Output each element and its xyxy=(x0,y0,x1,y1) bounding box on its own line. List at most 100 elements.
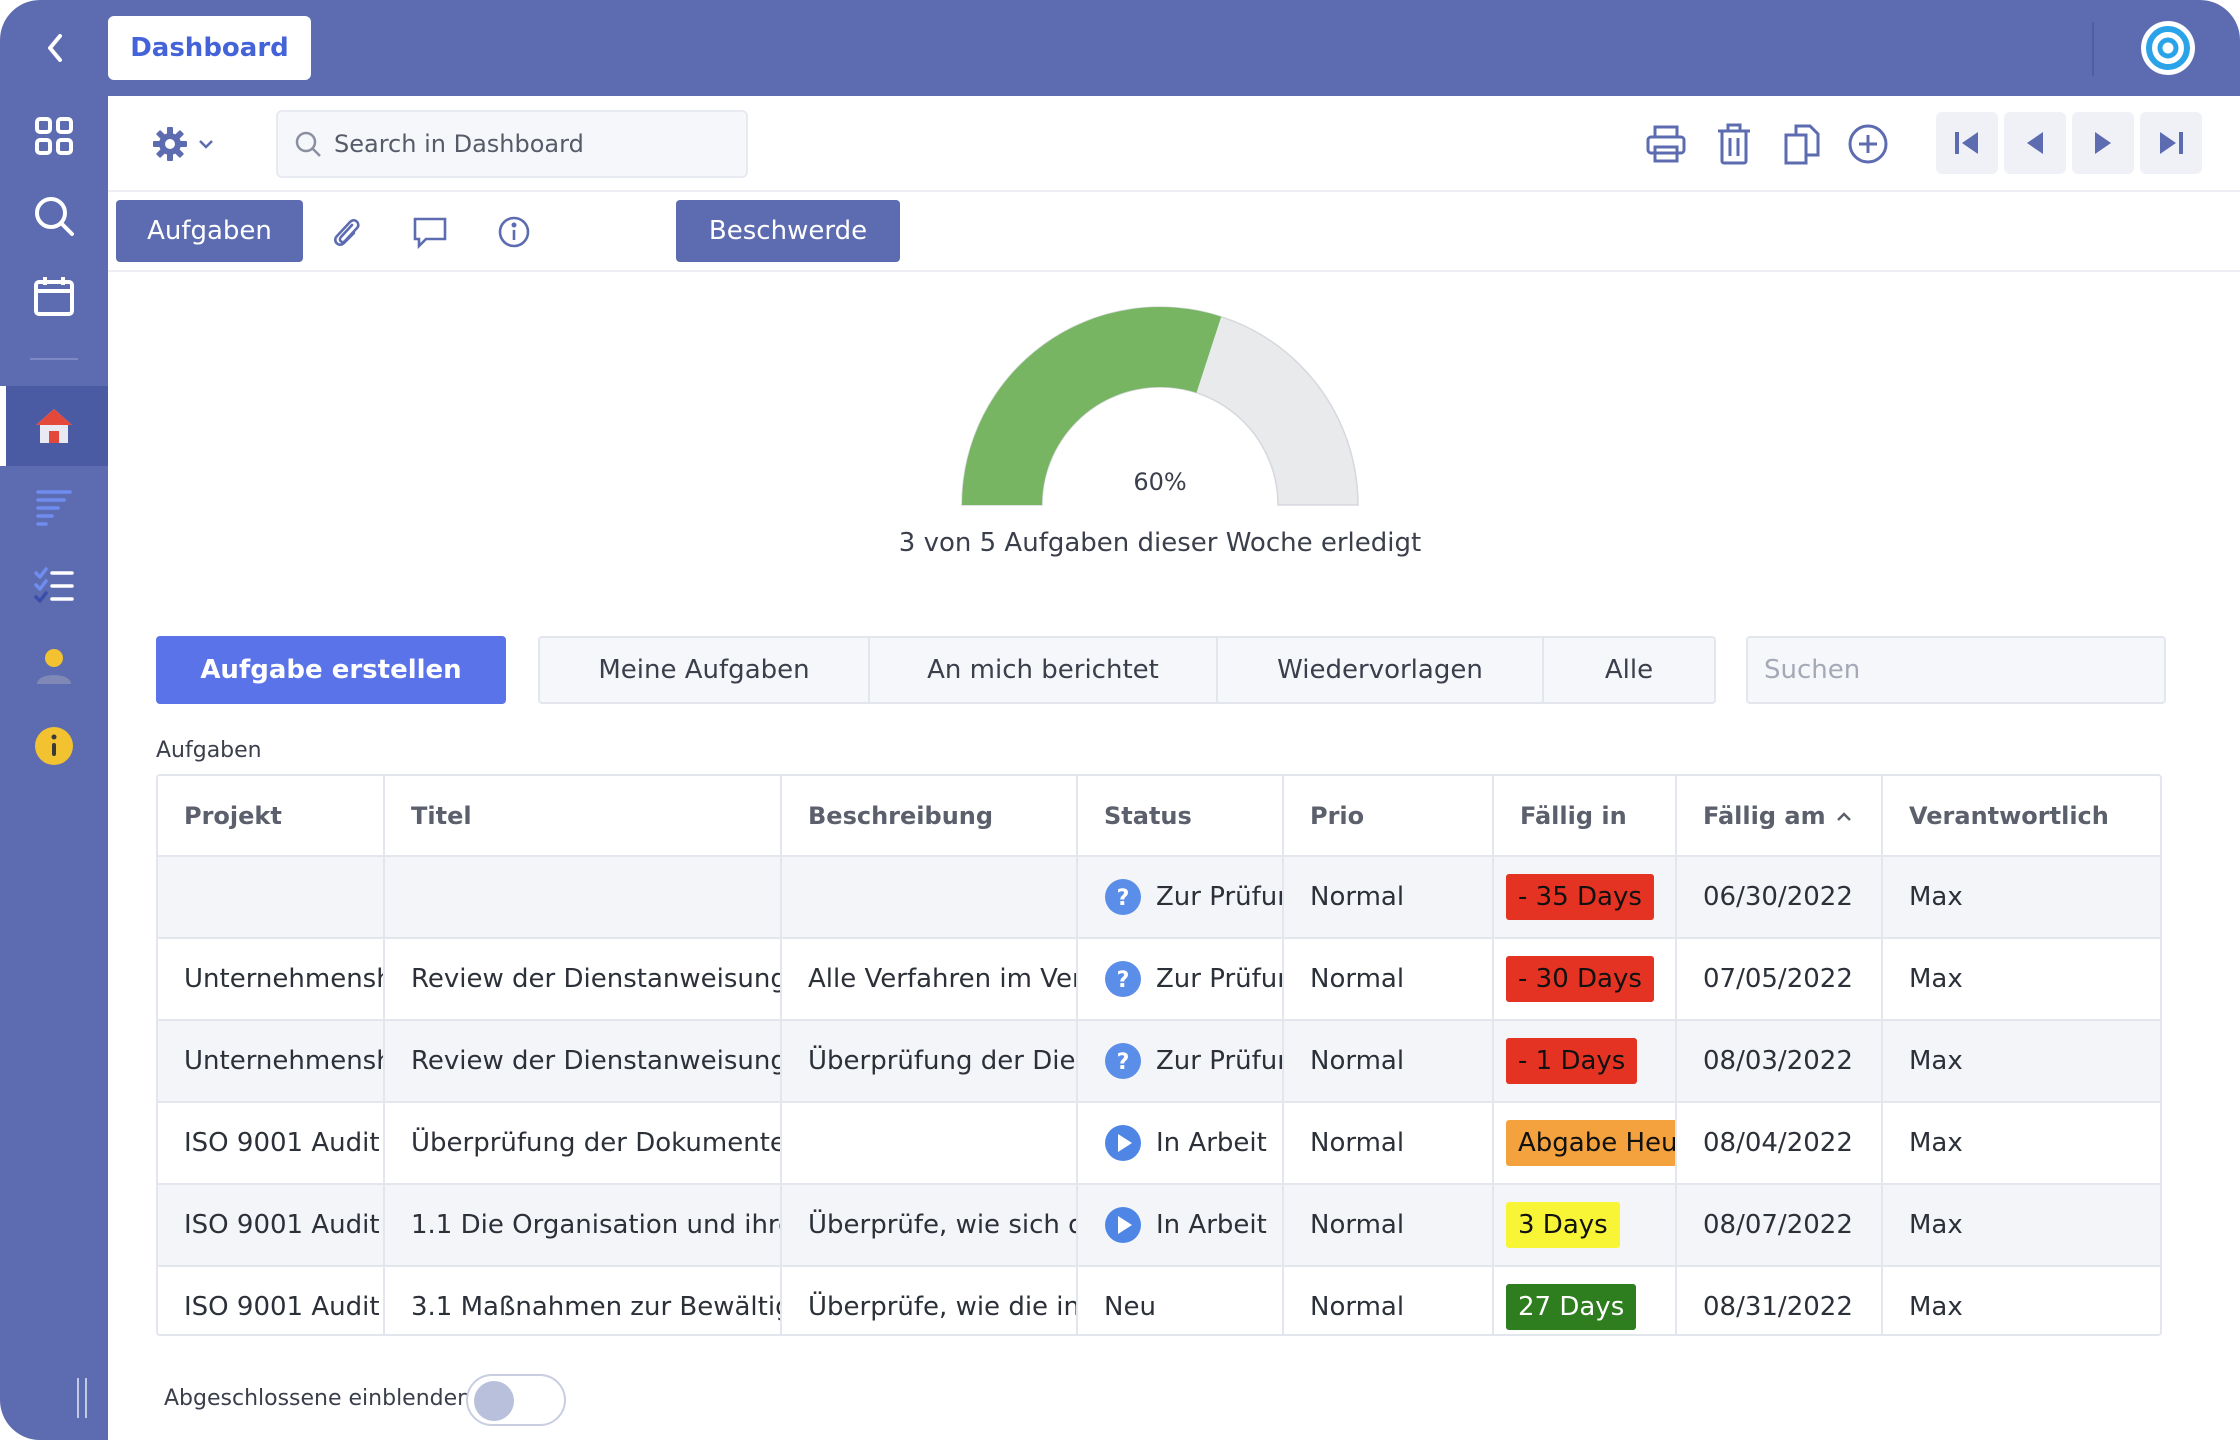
skip-first-icon xyxy=(1955,132,1978,154)
dashboard-search[interactable] xyxy=(276,110,748,178)
cell-status: ? Zur Prüfung xyxy=(1077,856,1284,939)
cell-prio: Normal xyxy=(1283,938,1494,1021)
status-wrapper: In Arbeit xyxy=(1104,1185,1281,1264)
last-record-button[interactable] xyxy=(2140,112,2202,174)
cell-beschreibung: Überprüfe, wie die interne xyxy=(781,1266,1078,1334)
tab-dashboard[interactable]: Dashboard xyxy=(108,16,311,80)
question-icon: ? xyxy=(1105,879,1141,915)
cell-beschreibung xyxy=(781,1102,1078,1185)
cell-faellig-am: 08/07/2022 xyxy=(1676,1184,1883,1267)
previous-record-button[interactable] xyxy=(2004,112,2066,174)
status-wrapper: ? Zur Prüfung xyxy=(1104,939,1281,1018)
segment-wiedervorlagen[interactable]: Wiedervorlagen xyxy=(1218,638,1544,702)
cell-status: In Arbeit xyxy=(1077,1184,1284,1267)
status-wrapper: ? Zur Prüfung xyxy=(1104,1021,1281,1100)
sidebar-item-info[interactable] xyxy=(0,706,108,786)
table-row[interactable]: UnternehmenshandbuchReview der Dienstanw… xyxy=(158,938,2160,1021)
column-header-faellig-in[interactable]: Fällig in xyxy=(1493,776,1677,857)
add-button[interactable] xyxy=(1842,118,1894,170)
status-label: Zur Prüfung xyxy=(1156,1046,1281,1076)
attachment-button[interactable] xyxy=(326,212,366,252)
svg-text:?: ? xyxy=(1117,968,1130,993)
create-task-button[interactable]: Aufgabe erstellen xyxy=(156,636,506,704)
skip-last-icon xyxy=(2160,132,2183,154)
cell-faellig-am: 08/04/2022 xyxy=(1676,1102,1883,1185)
sidebar-item-apps[interactable] xyxy=(0,96,108,176)
cell-projekt: ISO 9001 Audit xyxy=(158,1102,385,1185)
segment-meine-aufgaben[interactable]: Meine Aufgaben xyxy=(540,638,870,702)
chevron-down-icon xyxy=(199,140,213,149)
table-row[interactable]: ISO 9001 Audit 1.1 Die Organisation und i… xyxy=(158,1184,2160,1267)
progress-gauge xyxy=(961,306,1359,506)
column-header-titel[interactable]: Titel xyxy=(384,776,782,857)
back-chevron-icon[interactable] xyxy=(40,28,70,68)
copy-icon xyxy=(1784,124,1820,165)
cell-status: ? Zur Prüfung xyxy=(1077,938,1284,1021)
cell-beschreibung: Überprüfe, wie sich die Organisation xyxy=(781,1184,1078,1267)
checklist-icon xyxy=(34,567,74,603)
copy-button[interactable] xyxy=(1776,118,1828,170)
comment-button[interactable] xyxy=(410,212,450,252)
settings-menu[interactable] xyxy=(152,124,232,164)
cell-faellig-in: 27 Days xyxy=(1493,1266,1677,1334)
svg-text:?: ? xyxy=(1117,886,1130,911)
show-completed-label: Abgeschlossene einblenden xyxy=(164,1386,472,1411)
sidebar-item-checklist[interactable] xyxy=(0,546,108,626)
cell-titel xyxy=(384,856,782,939)
segment-alle[interactable]: Alle xyxy=(1604,655,1654,685)
cell-faellig-am: 08/31/2022 xyxy=(1676,1266,1883,1334)
next-record-button[interactable] xyxy=(2072,112,2134,174)
table-row[interactable]: UnternehmenshandbuchReview der Dienstanw… xyxy=(158,1020,2160,1103)
top-bar-separator xyxy=(2092,22,2094,76)
cell-beschreibung: Alle Verfahren im Verfahrensverzeichnis xyxy=(781,938,1078,1021)
cell-prio: Normal xyxy=(1283,856,1494,939)
info-button[interactable] xyxy=(494,212,534,252)
sidebar-item-list[interactable] xyxy=(0,466,108,546)
question-icon: ? xyxy=(1105,961,1141,997)
cell-projekt: ISO 9001 Audit xyxy=(158,1184,385,1267)
print-button[interactable] xyxy=(1640,118,1692,170)
sidebar-item-search[interactable] xyxy=(0,176,108,256)
table-row[interactable]: ISO 9001 Audit Überprüfung der Dokumente I… xyxy=(158,1102,2160,1185)
caret-right-icon xyxy=(2095,132,2111,154)
show-completed-toggle[interactable] xyxy=(466,1374,566,1426)
cell-faellig-in: - 30 Days xyxy=(1493,938,1677,1021)
tab-beschwerde[interactable]: Beschwerde xyxy=(676,200,900,262)
column-header-projekt[interactable]: Projekt xyxy=(158,776,385,857)
task-search[interactable] xyxy=(1746,636,2166,704)
sidebar-item-calendar[interactable] xyxy=(0,256,108,336)
plus-circle-icon xyxy=(1848,124,1888,164)
task-search-input[interactable] xyxy=(1764,655,2144,685)
sidebar-item-home[interactable] xyxy=(0,386,108,466)
delete-button[interactable] xyxy=(1708,118,1760,170)
cell-prio: Normal xyxy=(1283,1102,1494,1185)
info-circle-icon xyxy=(498,216,530,248)
cell-beschreibung: Überprüfung der Dienstanweisungen xyxy=(781,1020,1078,1103)
cell-projekt: ISO 9001 Audit xyxy=(158,1266,385,1334)
dashboard-search-input[interactable] xyxy=(334,130,734,158)
due-badge: 27 Days xyxy=(1506,1284,1637,1330)
cell-verantwortlich: Max xyxy=(1882,856,2160,939)
tasks-table: Projekt Titel Beschreibung Status Prio F… xyxy=(156,774,2162,1336)
segment-an-mich-berichtet[interactable]: An mich berichtet xyxy=(870,638,1218,702)
cell-titel: Überprüfung der Dokumente xyxy=(384,1102,782,1185)
paperclip-icon xyxy=(334,218,360,246)
first-record-button[interactable] xyxy=(1936,112,1998,174)
sidebar-resize-handle[interactable] xyxy=(77,1378,87,1418)
due-badge: - 35 Days xyxy=(1506,874,1654,920)
column-header-verantwortlich[interactable]: Verantwortlich xyxy=(1882,776,2160,857)
grid-icon xyxy=(35,117,73,155)
sidebar-item-profile[interactable] xyxy=(0,626,108,706)
cell-titel: Review der Dienstanweisungen xyxy=(384,938,782,1021)
table-section-label: Aufgaben xyxy=(156,738,262,763)
cell-faellig-in: 3 Days xyxy=(1493,1184,1677,1267)
tab-aufgaben[interactable]: Aufgaben xyxy=(116,200,303,262)
app-logo-icon[interactable] xyxy=(2140,20,2196,76)
column-header-faellig-am[interactable]: Fällig am xyxy=(1676,776,1883,857)
column-header-prio[interactable]: Prio xyxy=(1283,776,1494,857)
cell-projekt xyxy=(158,856,385,939)
column-header-beschreibung[interactable]: Beschreibung xyxy=(781,776,1078,857)
column-header-status[interactable]: Status xyxy=(1077,776,1284,857)
